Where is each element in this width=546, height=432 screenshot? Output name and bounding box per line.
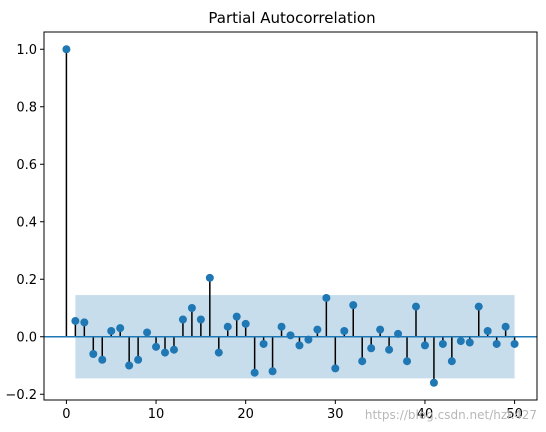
- data-point: [196, 315, 205, 324]
- y-tick-label: 0.4: [16, 215, 37, 230]
- data-point: [411, 302, 420, 311]
- plot-area: 0 10 20 30 40 50 −0.2 0.0 0.2 0.4 0.6 0.8 1.0: [5, 31, 538, 422]
- x-tick-label: 50: [506, 407, 523, 422]
- x-tick-label: 0: [62, 407, 70, 422]
- data-point: [510, 339, 519, 348]
- data-point: [322, 293, 331, 302]
- data-point: [358, 357, 367, 366]
- data-point: [62, 45, 71, 54]
- data-point: [277, 322, 286, 331]
- data-point: [232, 312, 241, 321]
- data-point: [187, 304, 196, 312]
- data-point: [286, 331, 295, 340]
- data-point: [403, 357, 412, 366]
- data-point: [349, 301, 358, 310]
- data-point: [483, 327, 492, 335]
- data-point: [474, 302, 483, 311]
- data-point: [385, 345, 394, 354]
- data-point: [429, 378, 438, 387]
- data-point: [205, 273, 214, 282]
- y-tick-label: 1.0: [16, 43, 37, 58]
- chart-title: Partial Autocorrelation: [208, 9, 375, 27]
- data-point: [331, 364, 340, 373]
- data-point: [223, 322, 232, 331]
- data-point: [447, 357, 456, 366]
- data-point: [465, 338, 474, 347]
- data-point: [89, 350, 98, 358]
- data-point: [241, 319, 250, 328]
- data-point: [259, 339, 268, 348]
- data-point: [214, 348, 223, 357]
- data-point: [394, 329, 403, 338]
- data-point: [134, 355, 143, 364]
- data-point: [143, 328, 152, 337]
- data-point: [268, 367, 277, 376]
- y-tick-label: 0.6: [16, 158, 37, 173]
- y-tick-label: 0.2: [16, 273, 37, 288]
- y-tick-label: 0.0: [16, 330, 37, 345]
- data-point: [492, 339, 501, 348]
- x-tick-label: 20: [237, 407, 254, 422]
- y-tick-label: −0.2: [5, 388, 37, 403]
- data-point: [107, 327, 116, 335]
- data-point: [304, 335, 313, 344]
- data-point: [313, 325, 322, 334]
- watermark-text: https://blog.csdn.net/hzk427: [365, 408, 537, 422]
- data-point: [250, 368, 259, 377]
- data-point: [376, 325, 385, 334]
- data-point: [152, 342, 161, 351]
- data-point: [340, 327, 349, 335]
- data-point: [161, 348, 170, 357]
- data-point: [125, 361, 134, 370]
- data-point: [420, 341, 429, 350]
- data-point: [295, 341, 304, 350]
- data-point: [438, 339, 447, 348]
- data-point: [98, 355, 107, 364]
- y-tick-label: 0.8: [16, 100, 37, 115]
- x-tick-label: 30: [327, 407, 344, 422]
- data-point: [116, 324, 125, 333]
- data-point: [456, 337, 465, 346]
- data-point: [169, 345, 178, 354]
- data-point: [367, 344, 376, 353]
- data-point: [80, 318, 89, 327]
- data-point: [178, 315, 187, 324]
- axes-frame: [43, 31, 538, 401]
- data-point: [71, 316, 80, 325]
- data-point: [501, 322, 510, 331]
- x-tick-label: 10: [148, 407, 165, 422]
- x-tick-label: 40: [417, 407, 434, 422]
